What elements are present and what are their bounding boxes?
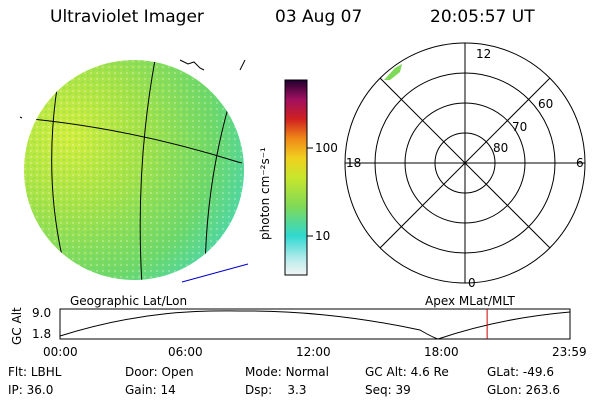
colorbar-tick-100: 100: [315, 141, 338, 155]
lat-label-80: 80: [493, 141, 509, 155]
mlt-label-0: 0: [468, 276, 476, 290]
status-mode: Mode: Normal: [245, 365, 329, 379]
colorbar-tick-10: 10: [315, 229, 331, 243]
lat-label-60: 60: [538, 97, 554, 111]
colorbar-unit-label: photon cm⁻²s⁻¹: [258, 147, 272, 240]
earth-image: [19, 59, 249, 283]
colorbar: [284, 79, 313, 276]
apex-caption: Apex MLat/MLT: [425, 294, 515, 308]
altitude-plot: [59, 308, 571, 340]
geographic-caption: Geographic Lat/Lon: [70, 294, 188, 308]
altitude-ytick-1-8: 1.8: [32, 327, 52, 341]
coastline-blue: [181, 263, 249, 283]
status-gain: Gain: 14: [125, 383, 176, 397]
instrument-title: Ultraviolet Imager: [50, 7, 204, 27]
time-label: 20:05:57 UT: [430, 7, 535, 27]
altitude-xtick-0000: 00:00: [43, 345, 78, 359]
status-glat: GLat: -49.6: [487, 365, 554, 379]
altitude-xtick-0600: 06:00: [168, 345, 203, 359]
mlt-label-6: 6: [576, 156, 584, 170]
lat-label-70: 70: [512, 120, 528, 134]
status-glon: GLon: 263.6: [487, 383, 560, 397]
mlt-label-18: 18: [346, 156, 362, 170]
status-dsp: Dsp: 3.3: [245, 383, 307, 397]
polar-emission-patch: [384, 64, 402, 80]
altitude-xtick-1800: 18:00: [424, 345, 459, 359]
polar-plot: [344, 42, 586, 284]
status-gc-alt: GC Alt: 4.6 Re: [365, 365, 449, 379]
date-label: 03 Aug 07: [275, 7, 363, 27]
altitude-curve: [59, 310, 571, 340]
coastline: [179, 59, 205, 71]
altitude-ylabel: GC Alt: [10, 307, 24, 345]
status-ip: IP: 36.0: [8, 383, 54, 397]
status-flt: Flt: LBHL: [8, 365, 62, 379]
status-seq: Seq: 39: [365, 383, 411, 397]
altitude-xtick-2359: 23:59: [552, 345, 587, 359]
status-door: Door: Open: [125, 365, 194, 379]
altitude-xtick-1200: 12:00: [296, 345, 331, 359]
mlt-label-12: 12: [476, 47, 492, 61]
altitude-ytick-9: 9.0: [32, 306, 52, 320]
